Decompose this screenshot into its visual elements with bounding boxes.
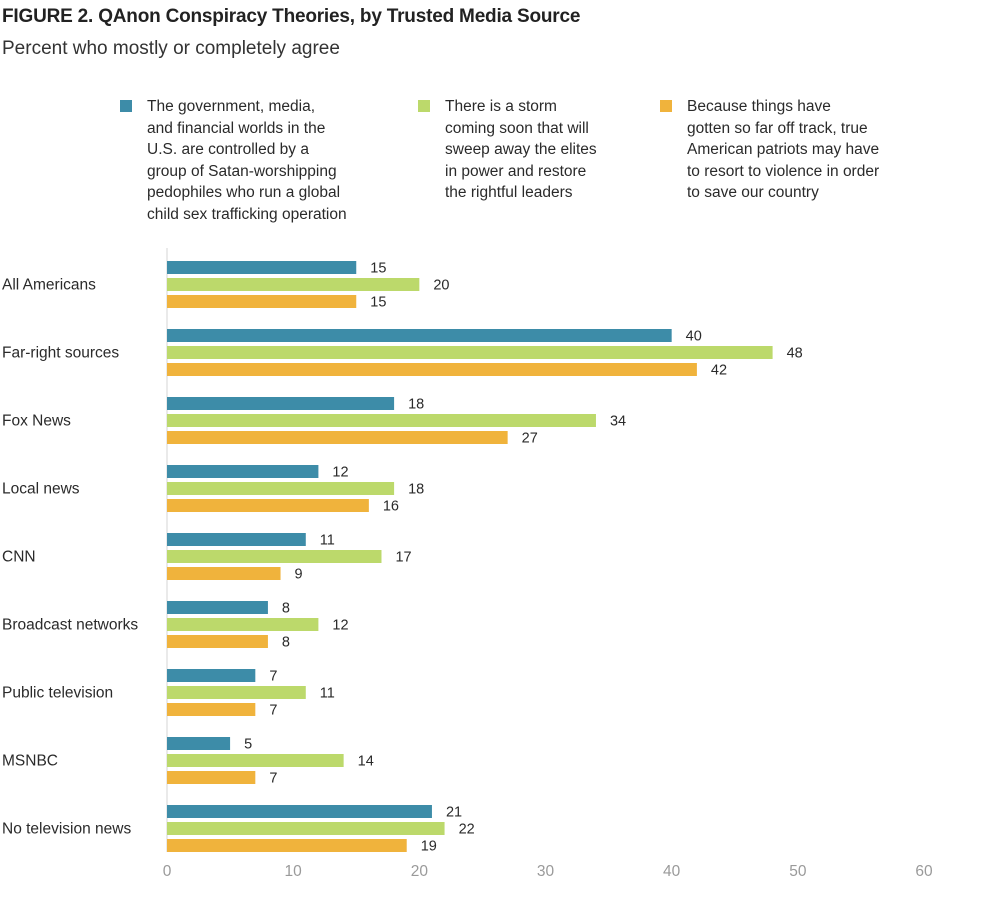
- legend-label-satan: The government, media, and financial wor…: [147, 98, 347, 223]
- data-label-all-americans-satan: 15: [370, 261, 386, 277]
- data-label-public-television-violence: 7: [269, 703, 277, 719]
- bar-all-americans-satan: [167, 261, 357, 274]
- x-tick-label-30: 30: [537, 863, 555, 880]
- data-label-broadcast-networks-storm: 12: [332, 618, 348, 634]
- data-label-fox-news-violence: 27: [522, 431, 538, 447]
- legend-item-violence: Because things have gotten so far off tr…: [660, 96, 879, 204]
- bar-local-news-satan: [167, 465, 319, 478]
- figure-title: FIGURE 2. QAnon Conspiracy Theories, by …: [2, 6, 580, 28]
- data-label-msnbc-satan: 5: [244, 737, 252, 753]
- bar-no-television-news-satan: [167, 805, 432, 818]
- data-label-broadcast-networks-satan: 8: [282, 601, 290, 617]
- x-tick-label-50: 50: [789, 863, 807, 880]
- data-label-far-right-sources-satan: 40: [686, 329, 702, 345]
- bar-broadcast-networks-violence: [167, 635, 268, 648]
- category-label-msnbc: MSNBC: [2, 753, 58, 770]
- data-label-cnn-storm: 17: [395, 550, 411, 566]
- data-label-no-television-news-violence: 19: [421, 839, 437, 855]
- x-tick-label-10: 10: [285, 863, 303, 880]
- legend-swatch-violence: [660, 100, 672, 112]
- bar-far-right-sources-violence: [167, 363, 697, 376]
- data-label-all-americans-storm: 20: [433, 278, 449, 294]
- category-label-far-right-sources: Far-right sources: [2, 345, 119, 362]
- bar-cnn-satan: [167, 533, 306, 546]
- legend-swatch-satan: [120, 100, 132, 112]
- bar-broadcast-networks-storm: [167, 618, 319, 631]
- category-label-all-americans: All Americans: [2, 277, 96, 294]
- category-label-broadcast-networks: Broadcast networks: [2, 617, 138, 634]
- data-label-no-television-news-storm: 22: [459, 822, 475, 838]
- data-label-far-right-sources-storm: 48: [787, 346, 803, 362]
- data-label-local-news-violence: 16: [383, 499, 399, 515]
- bar-public-television-storm: [167, 686, 306, 699]
- x-tick-label-0: 0: [163, 863, 172, 880]
- bar-msnbc-violence: [167, 771, 256, 784]
- category-label-public-television: Public television: [2, 685, 113, 702]
- figure-number: FIGURE 2.: [2, 6, 94, 27]
- x-tick-label-40: 40: [663, 863, 681, 880]
- bar-fox-news-storm: [167, 414, 596, 427]
- bar-chart: All Americans 15 20 15 Far-right sources 40 48…: [2, 248, 933, 880]
- bar-no-television-news-violence: [167, 839, 407, 852]
- bar-far-right-sources-satan: [167, 329, 672, 342]
- figure-subtitle: Percent who mostly or completely agree: [2, 38, 340, 59]
- bar-broadcast-networks-satan: [167, 601, 268, 614]
- category-label-cnn: CNN: [2, 549, 36, 566]
- data-label-msnbc-storm: 14: [358, 754, 374, 770]
- legend-item-satan: The government, media, and financial wor…: [120, 96, 347, 225]
- bar-msnbc-storm: [167, 754, 344, 767]
- bar-fox-news-violence: [167, 431, 508, 444]
- category-label-no-television-news: No television news: [2, 821, 131, 838]
- bar-public-television-violence: [167, 703, 256, 716]
- legend-label-violence: Because things have gotten so far off tr…: [687, 98, 880, 201]
- data-label-fox-news-satan: 18: [408, 397, 424, 413]
- category-label-local-news: Local news: [2, 481, 80, 498]
- data-label-cnn-satan: 11: [320, 533, 335, 549]
- figure-header: FIGURE 2. QAnon Conspiracy Theories, by …: [2, 6, 580, 60]
- bar-msnbc-satan: [167, 737, 231, 750]
- data-label-fox-news-storm: 34: [610, 414, 626, 430]
- bar-fox-news-satan: [167, 397, 395, 410]
- data-label-local-news-storm: 18: [408, 482, 424, 498]
- bar-all-americans-storm: [167, 278, 420, 291]
- data-label-local-news-satan: 12: [332, 465, 348, 481]
- bar-public-television-satan: [167, 669, 256, 682]
- data-label-public-television-storm: 11: [320, 686, 335, 702]
- bar-local-news-storm: [167, 482, 395, 495]
- data-label-all-americans-violence: 15: [370, 295, 386, 311]
- bar-far-right-sources-storm: [167, 346, 773, 359]
- bar-all-americans-violence: [167, 295, 357, 308]
- data-label-msnbc-violence: 7: [269, 771, 277, 787]
- figure-title-text: QAnon Conspiracy Theories, by Trusted Me…: [98, 6, 581, 27]
- category-label-fox-news: Fox News: [2, 413, 71, 430]
- x-tick-label-20: 20: [411, 863, 429, 880]
- data-label-public-television-satan: 7: [269, 669, 277, 685]
- data-label-broadcast-networks-violence: 8: [282, 635, 290, 651]
- data-label-far-right-sources-violence: 42: [711, 363, 727, 379]
- legend-label-storm: There is a storm coming soon that will s…: [445, 98, 597, 201]
- bar-local-news-violence: [167, 499, 369, 512]
- x-tick-label-60: 60: [915, 863, 933, 880]
- bar-cnn-violence: [167, 567, 281, 580]
- data-label-no-television-news-satan: 21: [446, 805, 462, 821]
- bar-cnn-storm: [167, 550, 382, 563]
- legend-swatch-storm: [418, 100, 430, 112]
- chart-legend: The government, media, and financial wor…: [120, 96, 980, 236]
- bar-no-television-news-storm: [167, 822, 445, 835]
- legend-item-storm: There is a storm coming soon that will s…: [418, 96, 597, 204]
- data-label-cnn-violence: 9: [295, 567, 303, 583]
